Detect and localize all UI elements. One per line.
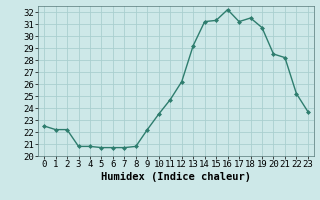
X-axis label: Humidex (Indice chaleur): Humidex (Indice chaleur): [101, 172, 251, 182]
